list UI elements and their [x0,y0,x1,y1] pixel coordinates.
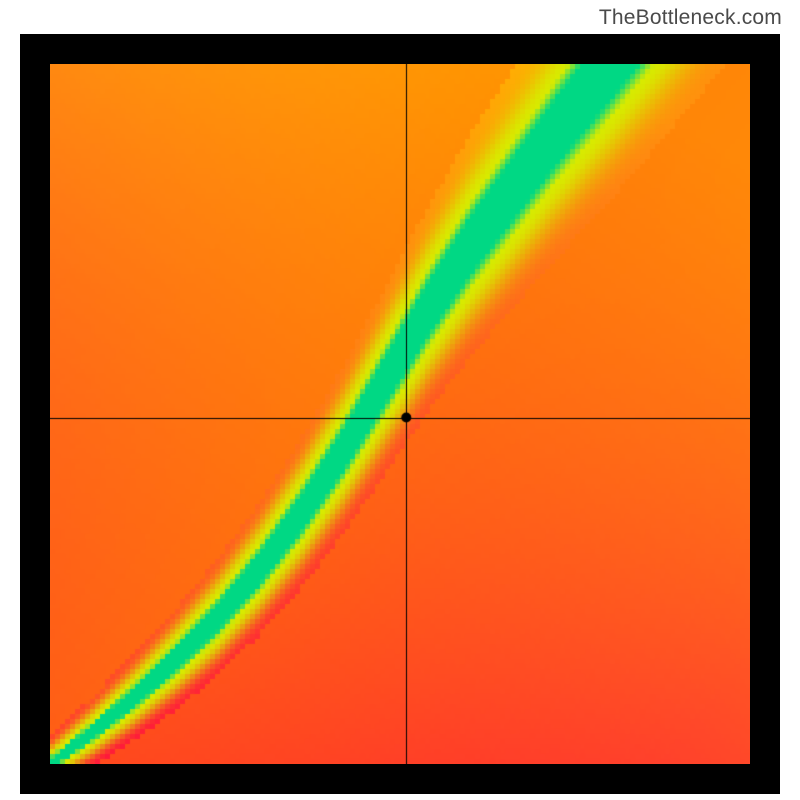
bottleneck-heatmap [50,64,750,764]
attribution-text: TheBottleneck.com [599,6,782,30]
